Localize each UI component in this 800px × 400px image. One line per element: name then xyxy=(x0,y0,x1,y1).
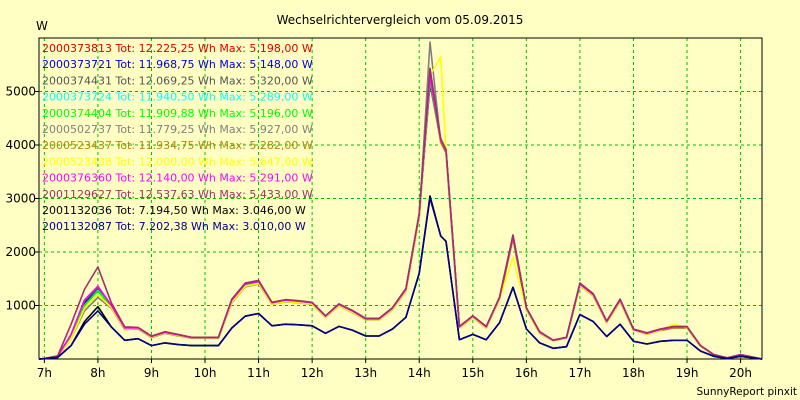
x-tick-label: 14h xyxy=(408,366,431,380)
x-tick-label: 9h xyxy=(144,366,159,380)
legend-entry-2000373721: 2000373721 Tot: 11.968,75 Wh Max: 5.148,… xyxy=(42,58,313,71)
legend-entry-2001132087: 2001132087 Tot: 7.202,38 Wh Max: 3.010,0… xyxy=(42,220,306,233)
series-lines xyxy=(38,41,763,360)
y-tick-label: 4000 xyxy=(5,138,36,152)
x-tick-label: 18h xyxy=(622,366,645,380)
y-tick-label: 5000 xyxy=(5,85,36,99)
series-line-2001132087 xyxy=(38,197,763,360)
legend-entry-2000374404: 2000374404 Tot: 11.909,88 Wh Max: 5.196,… xyxy=(42,107,313,120)
legend-entry-2000373813: 2000373813 Tot: 12.225,25 Wh Max: 5.198,… xyxy=(42,42,313,55)
y-tick-label: 1000 xyxy=(5,299,36,313)
grid xyxy=(39,38,762,359)
legend-entry-2000374431: 2000374431 Tot: 12.069,25 Wh Max: 5.320,… xyxy=(42,74,313,87)
x-tick-label: 20h xyxy=(729,366,752,380)
footer-brand: SunnyReport pinxit xyxy=(697,386,797,398)
x-tick-label: 13h xyxy=(354,366,377,380)
x-tick-label: 10h xyxy=(194,366,217,380)
x-tick-label: 12h xyxy=(301,366,324,380)
legend-entry-2001132036: 2001132036 Tot: 7.194,50 Wh Max: 3.046,0… xyxy=(42,204,306,217)
x-tick-label: 17h xyxy=(568,366,591,380)
series-line-2001129627 xyxy=(38,67,763,360)
legend-entry-2001129627: 2001129627 Tot: 12.537,63 Wh Max: 5.433,… xyxy=(42,188,313,201)
legend-entry-2000502737: 2000502737 Tot: 11.779,25 Wh Max: 5.927,… xyxy=(42,123,313,136)
x-tick-label: 19h xyxy=(676,366,699,380)
x-tick-label: 16h xyxy=(515,366,538,380)
legend-entry-2000376360: 2000376360 Tot: 12.140,00 Wh Max: 5.291,… xyxy=(42,172,313,185)
legend-entry-2000373724: 2000373724 Tot: 11.940,50 Wh Max: 5.289,… xyxy=(42,91,313,104)
y-axis-unit: W xyxy=(36,19,48,33)
y-tick-label: 3000 xyxy=(5,192,36,206)
x-tick-label: 11h xyxy=(247,366,270,380)
legend: 2000373813 Tot: 12.225,25 Wh Max: 5.198,… xyxy=(42,42,313,233)
x-tick-label: 7h xyxy=(37,366,52,380)
x-tick-label: 15h xyxy=(461,366,484,380)
legend-entry-2000523438: 2000523438 Tot: 12.000,00 Wh Max: 5.647,… xyxy=(42,155,313,168)
legend-entry-2000523437: 2000523437 Tot: 11.934,75 Wh Max: 5.282,… xyxy=(42,139,313,152)
axis-ticks: 7h 8h 9h 10h 11h 12h 13h 14h 15h 16h 17h 18h 19h 20h 1… xyxy=(5,85,752,381)
y-tick-label: 2000 xyxy=(5,245,36,259)
chart-title: Wechselrichtervergleich vom 05.09.2015 xyxy=(277,13,524,27)
x-tick-label: 8h xyxy=(90,366,105,380)
